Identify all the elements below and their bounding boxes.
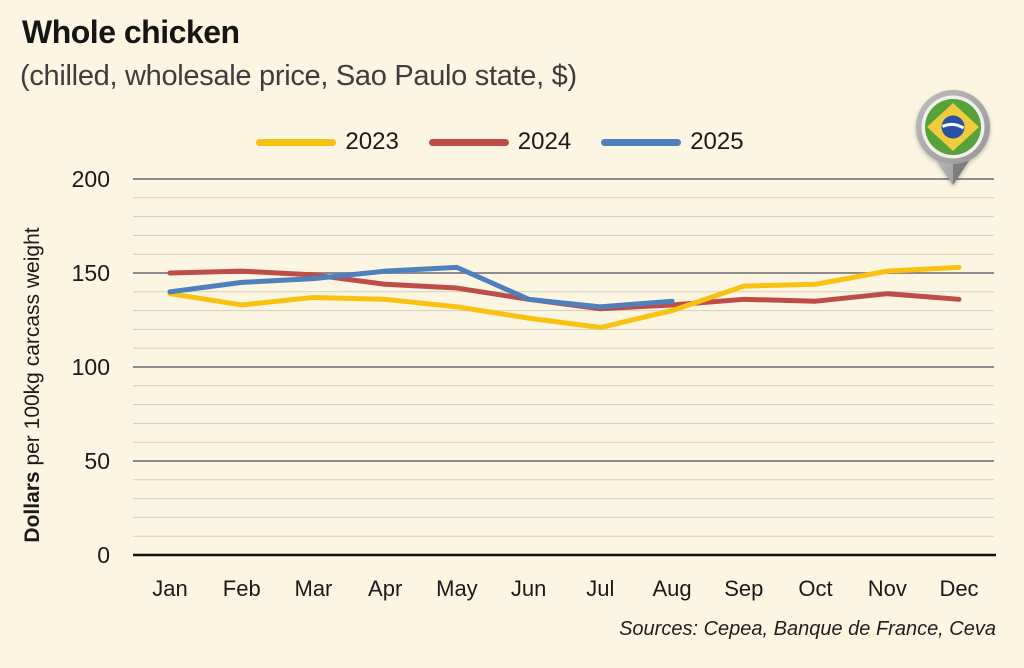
legend-label-2024: 2024 [517, 128, 572, 155]
x-tick-label: May [436, 576, 478, 601]
series-line-2023 [167, 264, 962, 331]
x-tick-label: Feb [223, 576, 261, 601]
x-tick-label: Mar [295, 576, 333, 601]
y-tick-label: 150 [72, 260, 110, 286]
chart-title: Whole chicken [22, 14, 240, 50]
y-tick-label: 50 [84, 448, 110, 474]
legend-swatch-2025 [601, 138, 682, 146]
x-tick-label: Jul [586, 576, 614, 601]
legend-label-2023: 2023 [345, 128, 399, 155]
sources-note: Sources: Cepea, Banque de France, Ceva [619, 618, 996, 640]
y-tick-label: 200 [72, 166, 110, 192]
brazil-flag-map-pin-icon [914, 89, 992, 187]
y-tick-label: 100 [72, 354, 110, 380]
y-axis-label-rest: per 100kg carcass weight [21, 227, 44, 472]
y-axis-label: Dollars per 100kg carcass weight [21, 227, 45, 542]
legend: 2023 2024 2025 [0, 128, 1000, 156]
y-axis-label-unit: Dollars [21, 471, 44, 543]
x-tick-label: Aug [653, 576, 692, 601]
y-tick-label: 0 [97, 542, 110, 568]
chart-subtitle: (chilled, wholesale price, Sao Paulo sta… [20, 60, 577, 92]
x-tick-label: Dec [939, 576, 978, 601]
series-line-2025 [167, 264, 675, 310]
x-tick-label: Sep [724, 576, 763, 601]
brazil-flag [925, 99, 981, 155]
legend-item-2024: 2024 [428, 128, 572, 156]
legend-item-2025: 2025 [601, 128, 744, 156]
legend-item-2023: 2023 [256, 128, 399, 156]
legend-label-2025: 2025 [690, 128, 744, 155]
x-tick-label: Jun [511, 576, 546, 601]
x-tick-label: Jan [152, 576, 187, 601]
x-tick-label: Apr [368, 576, 402, 601]
legend-swatch-2024 [428, 138, 509, 146]
x-tick-label: Nov [868, 576, 907, 601]
x-tick-label: Oct [798, 576, 832, 601]
legend-swatch-2023 [256, 138, 337, 146]
